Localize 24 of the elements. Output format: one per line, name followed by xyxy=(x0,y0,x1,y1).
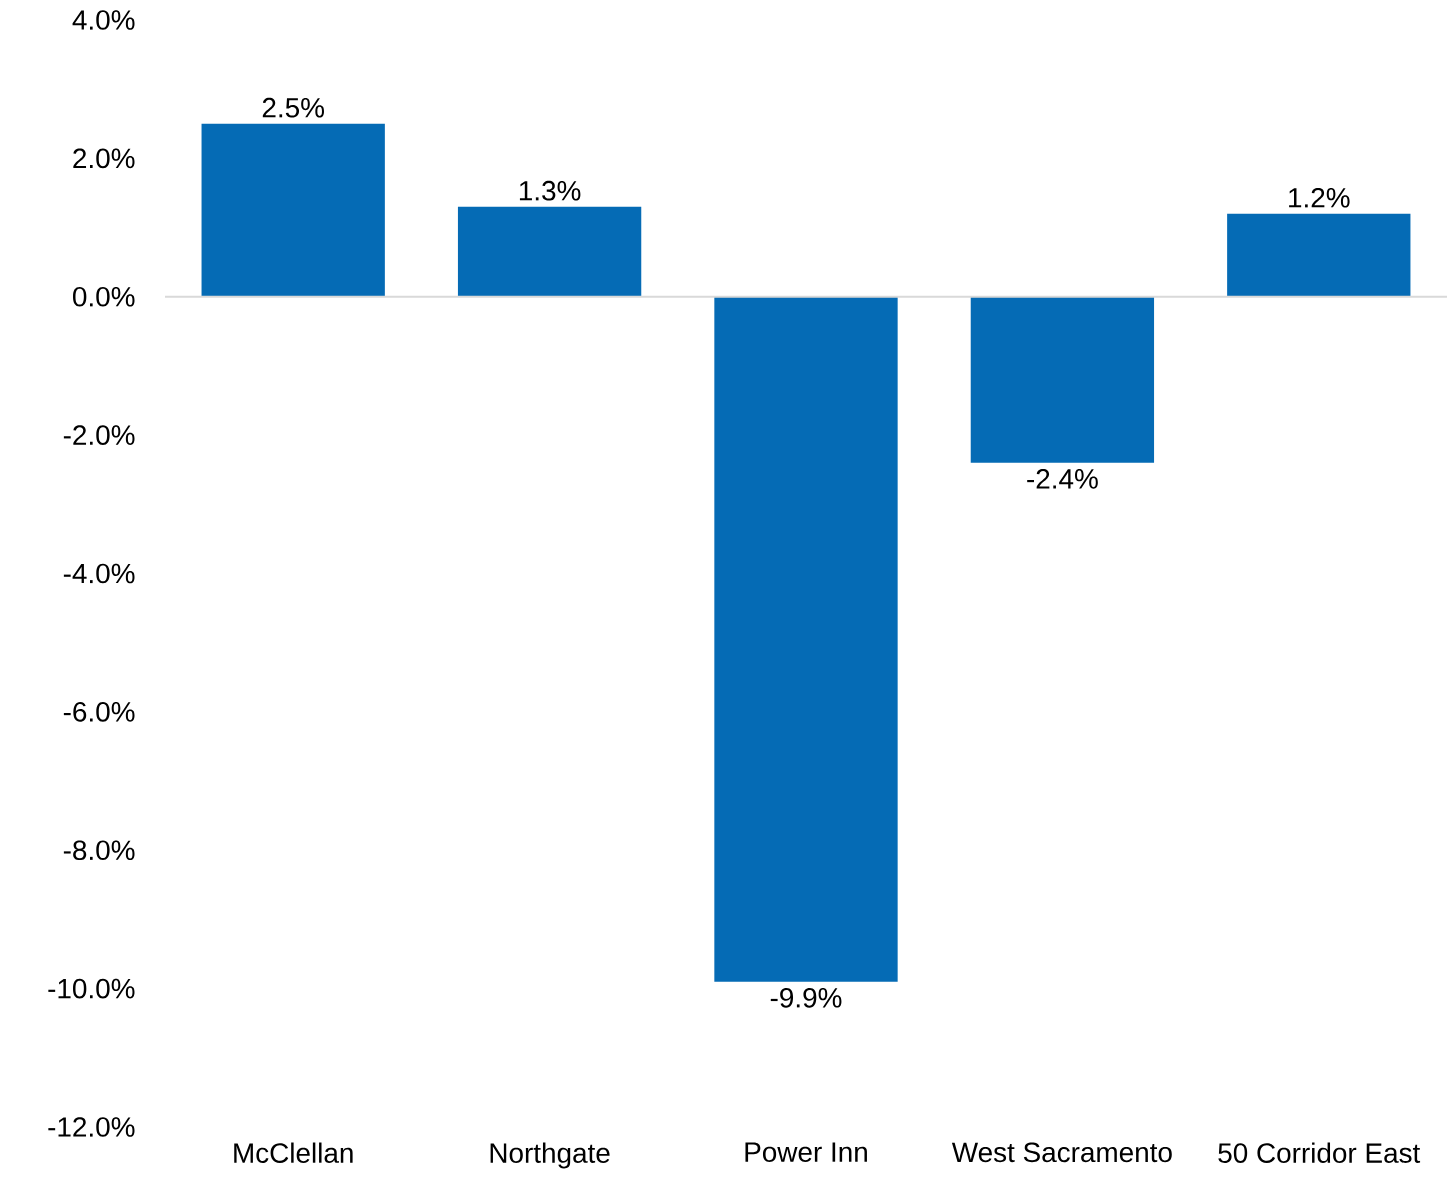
y-tick-label: -8.0% xyxy=(63,840,135,861)
data-label: 2.5% xyxy=(262,97,324,118)
x-tick-label: Northgate xyxy=(490,1142,610,1169)
y-tick-label: 2.0% xyxy=(73,148,135,169)
y-tick-label: -2.0% xyxy=(63,425,135,445)
bar xyxy=(970,296,1155,463)
bar xyxy=(1227,213,1411,297)
bar xyxy=(714,296,898,982)
data-label: -2.4% xyxy=(1027,469,1098,489)
bar xyxy=(457,206,642,297)
y-tick-label: -6.0% xyxy=(63,702,135,722)
x-tick-label: McClellan xyxy=(234,1142,353,1163)
bar xyxy=(201,123,385,297)
data-label: 1.3% xyxy=(519,180,581,201)
y-tick-label: -4.0% xyxy=(63,563,135,584)
y-tick-label: -10.0% xyxy=(48,978,135,999)
x-tick-label: 50 Corridor East xyxy=(1218,1142,1421,1163)
x-tick-label: Power Inn xyxy=(745,1142,867,1162)
y-tick-label: 0.0% xyxy=(73,286,135,307)
y-tick-label: -12.0% xyxy=(48,1117,135,1137)
x-tick-label: West Sacramento xyxy=(951,1142,1172,1163)
y-tick-label: 4.0% xyxy=(72,10,135,30)
data-label: 1.2% xyxy=(1289,187,1350,208)
data-label: -9.9% xyxy=(770,987,842,1008)
